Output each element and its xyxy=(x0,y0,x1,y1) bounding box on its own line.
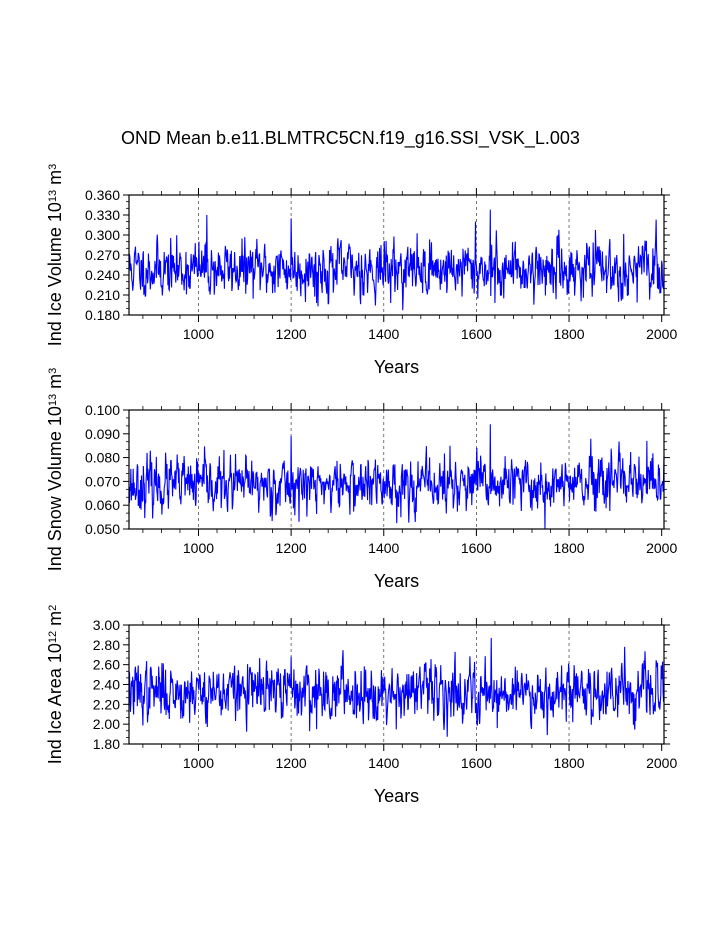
xtick-label: 1200 xyxy=(276,755,307,771)
xtick-label: 1600 xyxy=(461,540,492,556)
ytick-label: 0.360 xyxy=(85,187,120,203)
ytick-label: 2.20 xyxy=(93,696,120,712)
ytick-label: 0.240 xyxy=(85,267,120,283)
xtick-label: 1000 xyxy=(183,755,214,771)
ytick-label: 3.00 xyxy=(93,617,120,633)
xtick-label: 1800 xyxy=(553,755,584,771)
panel-ice-volume: 0.180 0.210 0.240 0.270 0.300 0.330 0.360 1000 1… xyxy=(45,164,677,377)
y-axis-title: Ind Ice Volume 1013 m3 xyxy=(45,164,65,346)
y-axis-title: Ind Snow Volume 1013 m3 xyxy=(45,368,65,572)
xtick-label: 1200 xyxy=(276,326,307,342)
ytick-label: 1.80 xyxy=(93,736,120,752)
ytick-label: 0.050 xyxy=(85,521,120,537)
panel-ice-area: 1.80 2.00 2.20 2.40 2.60 2.80 3.00 1000 1200 1400… xyxy=(45,605,677,806)
xtick-label: 1600 xyxy=(461,755,492,771)
ytick-label: 0.080 xyxy=(85,450,120,466)
plot-frame xyxy=(128,409,665,530)
x-axis-title: Years xyxy=(374,571,419,591)
chart-title: OND Mean b.e11.BLMTRC5CN.f19_g16.SSI_VSK… xyxy=(121,128,580,148)
xtick-label: 2000 xyxy=(646,326,677,342)
ytick-label: 2.80 xyxy=(93,637,120,653)
xtick-label: 1400 xyxy=(368,540,399,556)
xtick-label: 1400 xyxy=(368,326,399,342)
xtick-label: 2000 xyxy=(646,755,677,771)
ytick-label: 2.00 xyxy=(93,716,120,732)
panel-snow-volume: 0.050 0.060 0.070 0.080 0.090 0.100 1000 1200 14… xyxy=(45,368,677,591)
ytick-label: 0.090 xyxy=(85,426,120,442)
xtick-label: 1600 xyxy=(461,326,492,342)
xtick-label: 1800 xyxy=(553,540,584,556)
ytick-label: 2.40 xyxy=(93,677,120,693)
x-axis-title: Years xyxy=(374,357,419,377)
y-axis-title: Ind Ice Area 1012 m2 xyxy=(45,605,65,764)
series-line-ice-volume xyxy=(128,209,665,311)
ytick-label: 0.330 xyxy=(85,207,120,223)
ytick-label: 0.180 xyxy=(85,307,120,323)
xtick-label: 1800 xyxy=(553,326,584,342)
series-line-snow-volume xyxy=(128,424,665,530)
series-line-ice-area xyxy=(128,637,665,737)
ytick-label: 0.100 xyxy=(85,402,120,418)
ytick-label: 0.210 xyxy=(85,287,120,303)
xtick-label: 1400 xyxy=(368,755,399,771)
x-axis-title: Years xyxy=(374,786,419,806)
ytick-label: 0.270 xyxy=(85,247,120,263)
xtick-label: 1200 xyxy=(276,540,307,556)
xtick-label: 2000 xyxy=(646,540,677,556)
ytick-label: 2.60 xyxy=(93,657,120,673)
ytick-label: 0.060 xyxy=(85,497,120,513)
ytick-label: 0.070 xyxy=(85,473,120,489)
xtick-label: 1000 xyxy=(183,326,214,342)
ytick-label: 0.300 xyxy=(85,227,120,243)
xtick-label: 1000 xyxy=(183,540,214,556)
